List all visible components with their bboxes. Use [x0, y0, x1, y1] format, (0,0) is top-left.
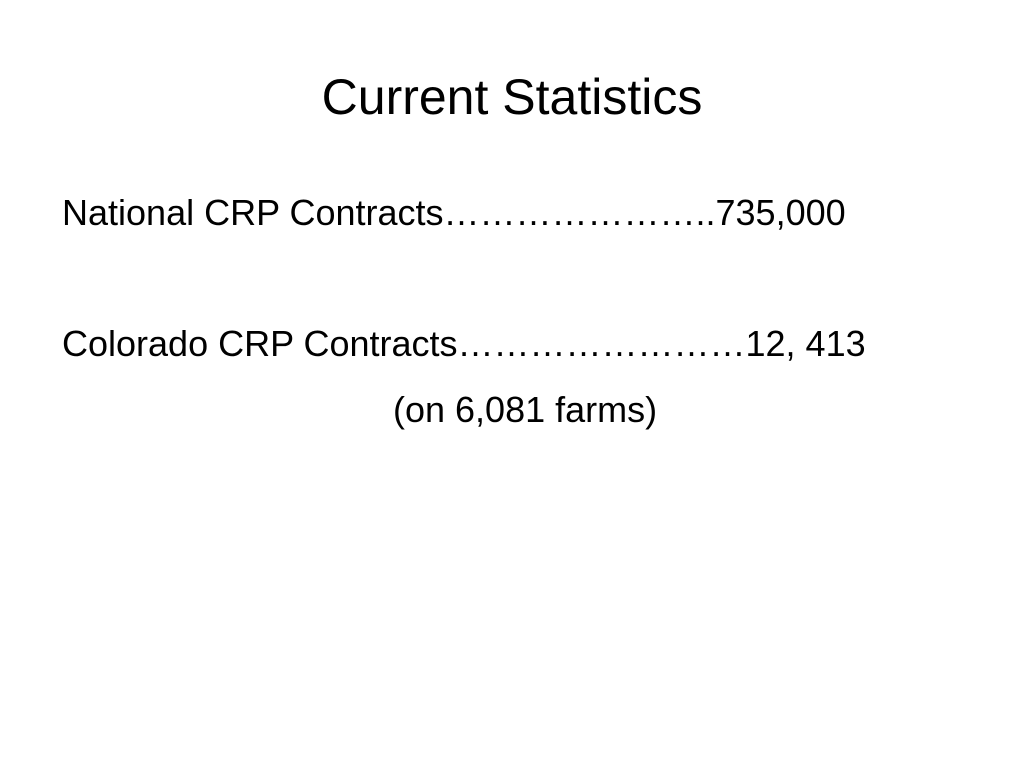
colorado-crp-contracts-line: Colorado CRP Contracts……………………12, 413: [62, 323, 866, 364]
national-crp-contracts-line: National CRP Contracts…………………..735,000: [62, 192, 846, 233]
slide-title: Current Statistics: [321, 69, 703, 125]
colorado-farms-note: (on 6,081 farms): [393, 389, 658, 430]
